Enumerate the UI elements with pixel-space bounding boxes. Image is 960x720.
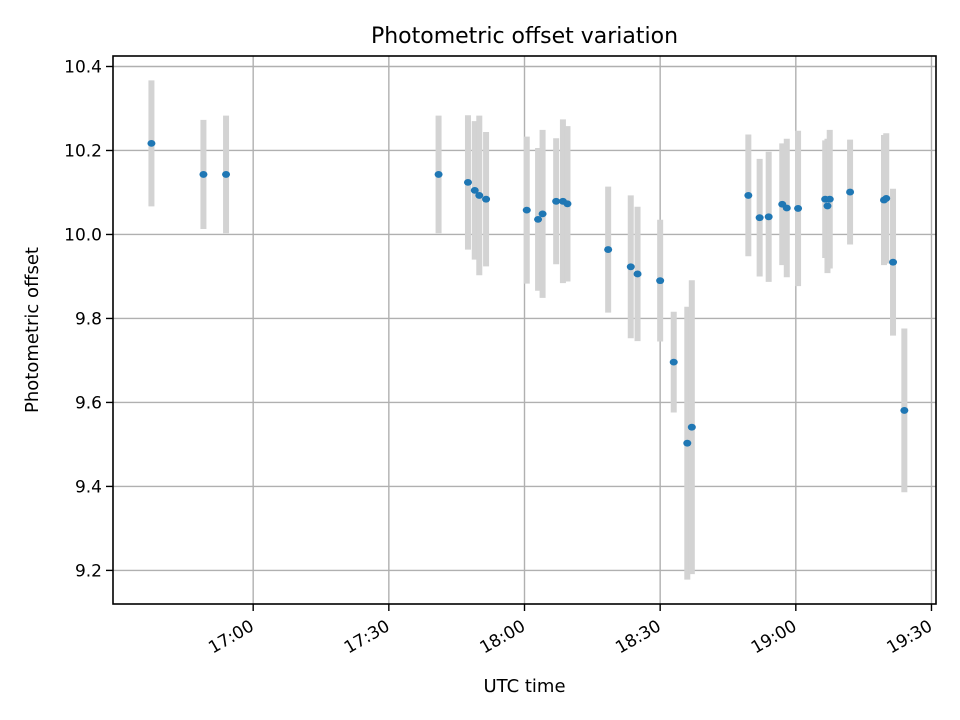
data-point xyxy=(846,188,855,196)
data-point xyxy=(683,439,692,447)
y-axis-ticks: 9.2 9.4 9.6 9.8 10.0 10.2 10.4 xyxy=(64,57,113,581)
x-tick-label: 17:00 xyxy=(205,616,257,658)
data-point xyxy=(482,195,491,203)
data-point xyxy=(764,213,773,221)
data-point xyxy=(604,246,613,253)
data-points xyxy=(147,139,909,447)
data-point xyxy=(823,202,832,210)
y-tick-label: 9.4 xyxy=(75,477,102,497)
y-tick-label: 10.2 xyxy=(64,141,102,161)
data-point xyxy=(147,139,156,147)
data-point xyxy=(470,186,479,194)
data-point xyxy=(538,210,547,218)
x-axis-ticks: 17:00 17:30 18:00 18:30 19:00 19:30 xyxy=(205,604,936,658)
data-point xyxy=(900,407,909,414)
x-axis-label: UTC time xyxy=(483,676,565,697)
y-tick-label: 9.2 xyxy=(75,561,102,581)
data-point xyxy=(825,195,834,203)
data-point xyxy=(687,423,696,431)
data-point xyxy=(755,214,764,222)
chart-title: Photometric offset variation xyxy=(371,24,678,49)
data-point xyxy=(475,192,484,199)
data-point xyxy=(794,205,803,212)
data-point xyxy=(534,215,543,223)
data-point xyxy=(882,194,891,202)
data-point xyxy=(889,258,898,266)
y-axis-label: Photometric offset xyxy=(22,247,43,413)
data-point xyxy=(626,263,635,271)
data-point xyxy=(656,277,665,285)
data-point xyxy=(744,192,753,199)
x-tick-label: 17:30 xyxy=(341,616,393,658)
data-point xyxy=(463,178,472,186)
x-tick-label: 19:30 xyxy=(884,616,936,658)
data-point xyxy=(633,270,642,278)
data-point xyxy=(669,358,678,366)
data-point xyxy=(782,204,791,212)
error-bars xyxy=(148,80,908,580)
data-point xyxy=(222,171,231,178)
data-point xyxy=(434,171,443,178)
y-tick-label: 9.6 xyxy=(75,393,102,413)
x-tick-label: 18:30 xyxy=(612,616,664,658)
x-tick-label: 18:00 xyxy=(477,616,529,658)
data-point xyxy=(563,200,572,208)
y-tick-label: 9.8 xyxy=(75,309,102,329)
y-tick-label: 10.0 xyxy=(64,225,102,245)
grid-lines xyxy=(113,56,936,604)
y-tick-label: 10.4 xyxy=(64,57,102,77)
data-point xyxy=(552,197,561,205)
data-point xyxy=(522,206,531,214)
data-point xyxy=(199,171,208,178)
x-tick-label: 19:00 xyxy=(748,616,800,658)
